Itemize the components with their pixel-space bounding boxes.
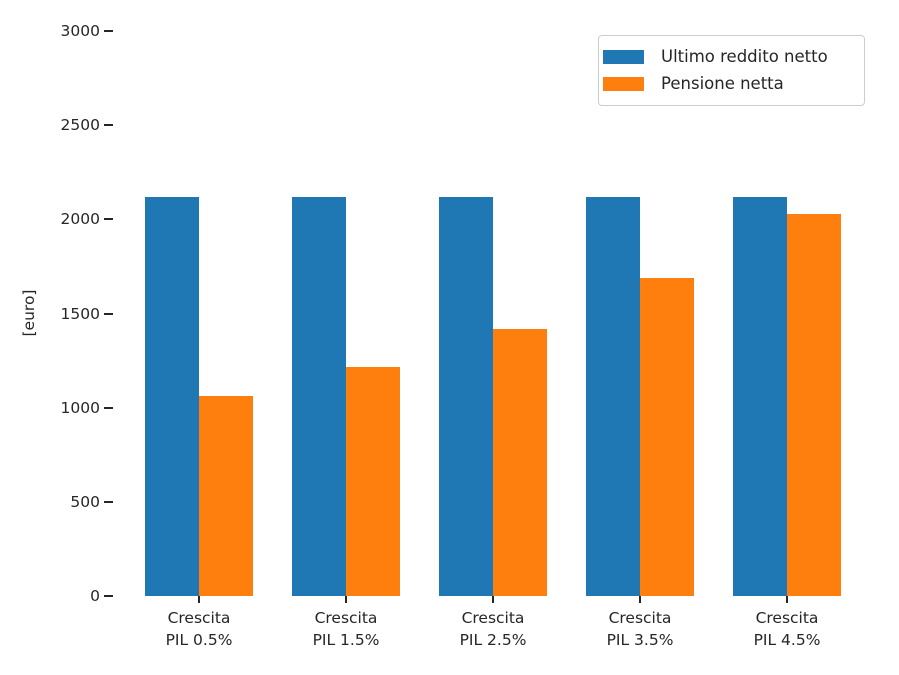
bar-pensione-netta: [199, 396, 253, 596]
y-tick-mark: [104, 312, 113, 315]
x-tick-label: Crescita PIL 4.5%: [753, 609, 821, 649]
x-tick-label: Crescita PIL 3.5%: [606, 609, 674, 649]
bar-ultimo-reddito-netto: [439, 196, 493, 596]
y-tick-mark: [104, 406, 113, 409]
y-tick-label: 2500: [60, 116, 100, 135]
legend: Ultimo reddito netto Pensione netta: [598, 35, 865, 106]
bar-pensione-netta: [640, 277, 694, 596]
y-tick-mark: [104, 124, 113, 127]
bar-ultimo-reddito-netto: [145, 196, 199, 596]
legend-item-ultimo-reddito-netto: Ultimo reddito netto: [603, 43, 854, 70]
bar-ultimo-reddito-netto: [586, 196, 640, 596]
bar-pensione-netta: [493, 328, 547, 596]
y-tick-mark: [104, 218, 113, 221]
y-tick-label: 2000: [60, 210, 100, 229]
x-tick-label: Crescita PIL 0.5%: [165, 609, 233, 649]
legend-label: Pensione netta: [661, 74, 784, 93]
bar-ultimo-reddito-netto: [292, 196, 346, 596]
x-tick-label: Crescita PIL 1.5%: [312, 609, 380, 649]
legend-swatch-orange: [603, 76, 644, 91]
legend-item-pensione-netta: Pensione netta: [603, 70, 854, 97]
y-tick-mark: [104, 30, 113, 32]
y-tick-label: 3000: [60, 22, 100, 40]
y-tick-mark: [104, 500, 113, 503]
y-tick-label: 1000: [60, 398, 100, 417]
y-tick-label: 1500: [60, 304, 100, 323]
x-tick-mark: [345, 596, 347, 603]
y-tick-label: 500: [70, 492, 100, 511]
legend-label: Ultimo reddito netto: [661, 47, 828, 66]
bar-ultimo-reddito-netto: [733, 196, 787, 596]
x-tick-mark: [492, 596, 494, 603]
legend-swatch-blue: [603, 49, 644, 64]
bar-pensione-netta: [787, 213, 841, 596]
x-tick-mark: [786, 596, 788, 603]
x-tick-mark: [639, 596, 641, 603]
y-tick-mark: [104, 595, 113, 597]
x-tick-label: Crescita PIL 2.5%: [459, 609, 527, 649]
x-tick-mark: [198, 596, 200, 603]
bar-pensione-netta: [346, 367, 400, 596]
y-tick-label: 0: [90, 587, 100, 605]
